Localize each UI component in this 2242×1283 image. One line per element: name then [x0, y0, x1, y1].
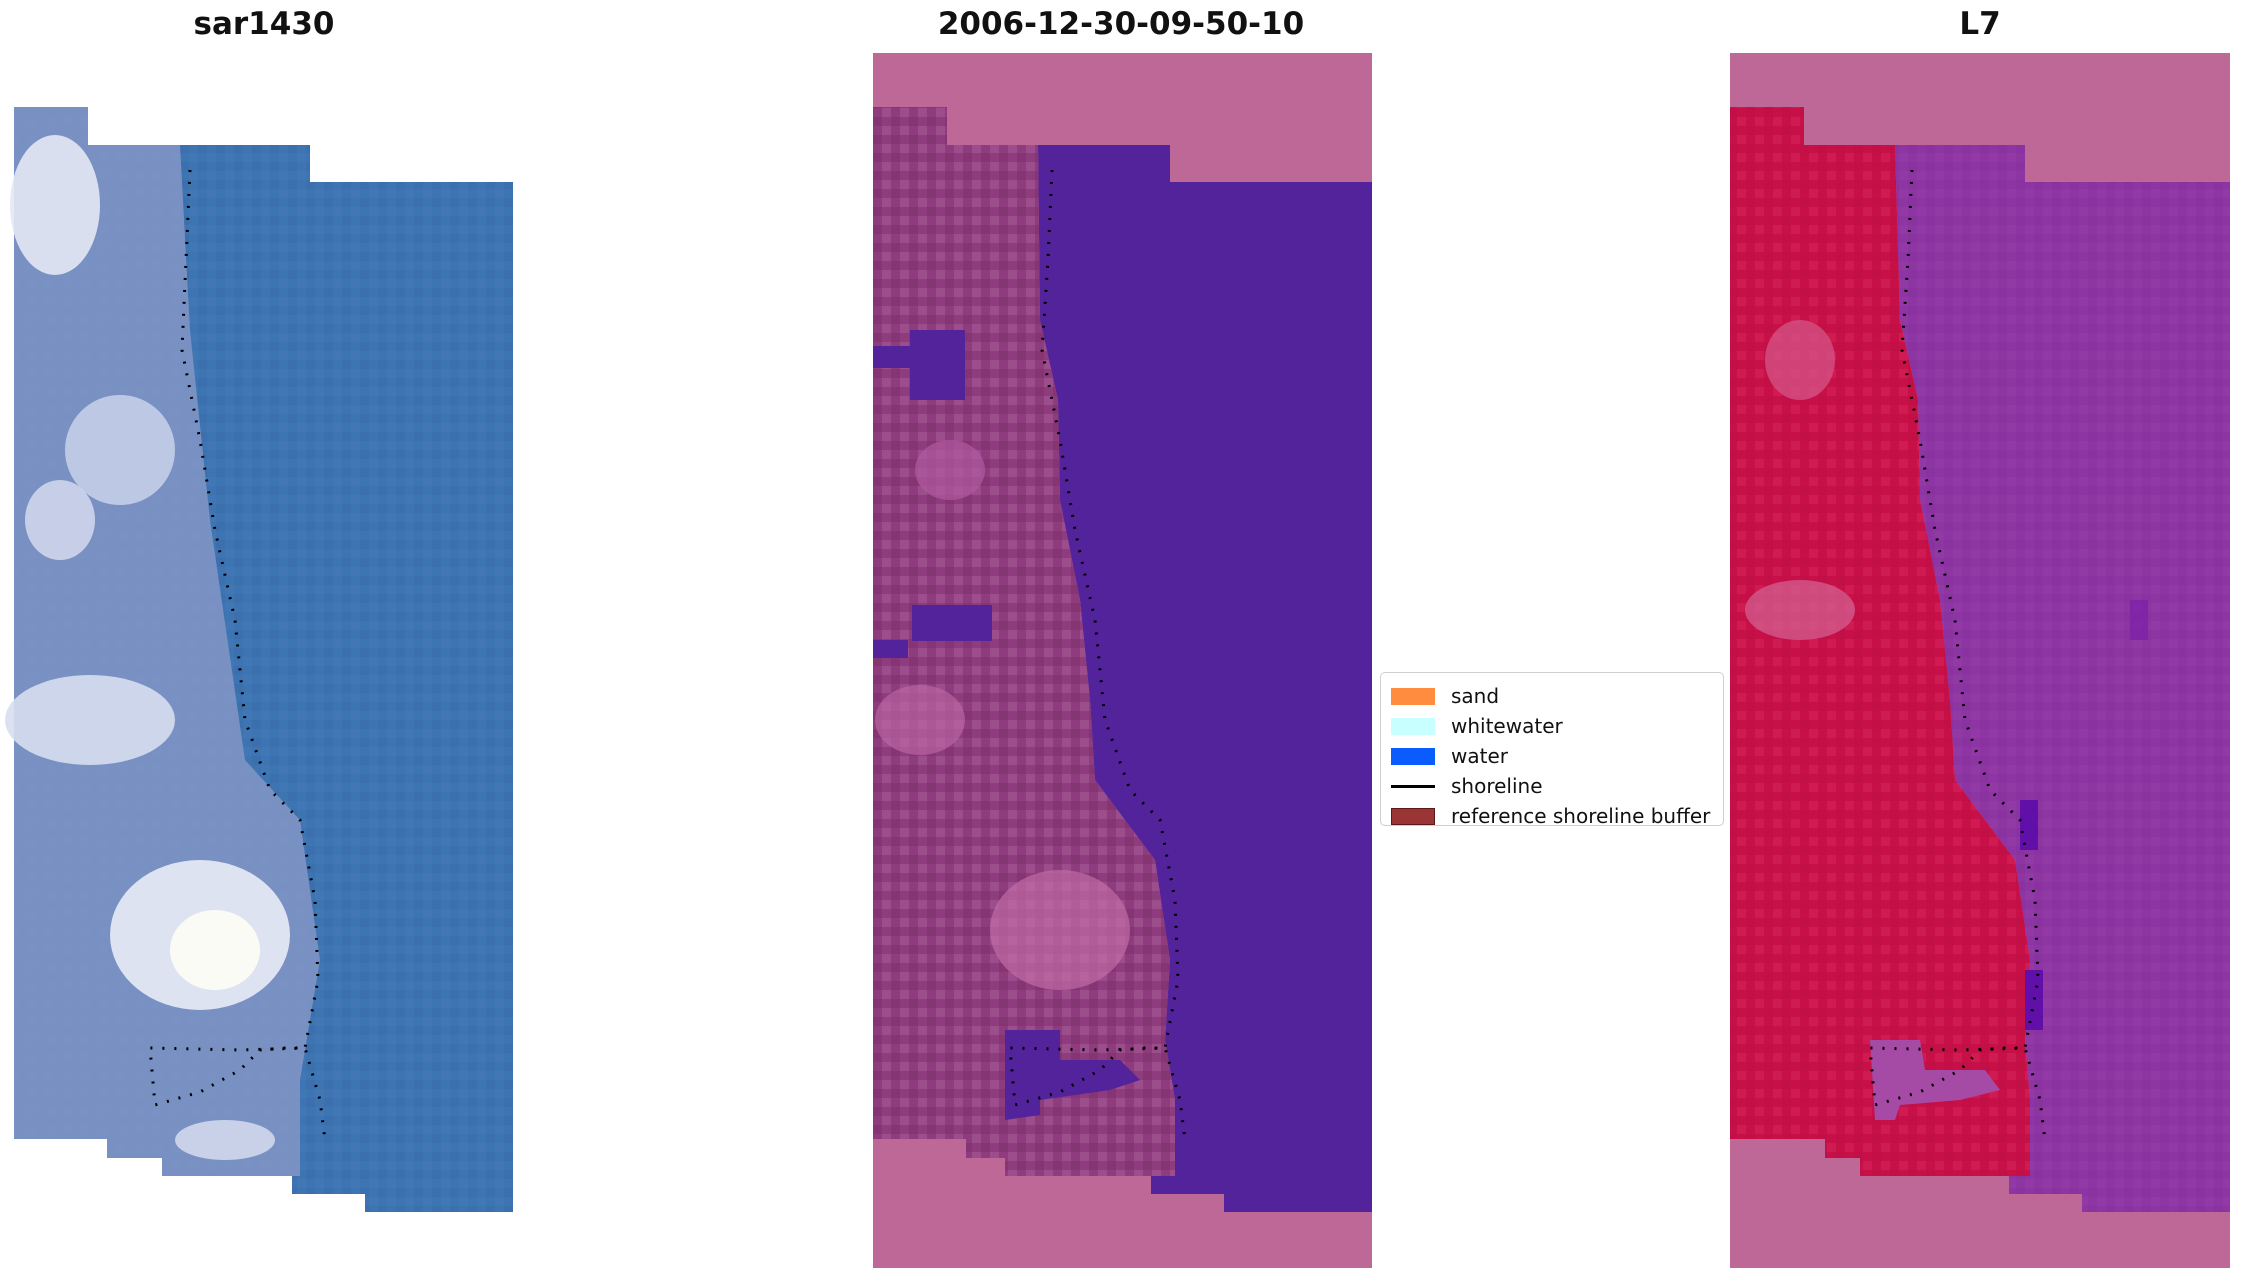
shoreline-index	[1868, 169, 2047, 1141]
legend-item-reference-buffer: reference shoreline buffer	[1391, 801, 1713, 831]
shoreline-line-swatch	[1391, 784, 1435, 788]
reference-buffer-swatch	[1391, 807, 1435, 825]
sand-swatch	[1391, 687, 1435, 705]
legend-item-shoreline: shoreline	[1391, 771, 1713, 801]
legend-label-shoreline: shoreline	[1451, 774, 1543, 798]
panel-title-index: L7	[1959, 6, 2001, 42]
index-image	[1730, 53, 2230, 1268]
shoreline-classified	[1008, 169, 1187, 1141]
panel-title-classified: 2006-12-30-09-50-10	[937, 6, 1305, 42]
legend-item-whitewater: whitewater	[1391, 711, 1713, 741]
legend-label-reference-buffer: reference shoreline buffer	[1451, 804, 1711, 828]
water-swatch	[1391, 747, 1435, 765]
panel-title-rgb: sar1430	[193, 6, 335, 42]
legend-item-water: water	[1391, 741, 1713, 771]
legend-label-sand: sand	[1451, 684, 1500, 708]
classified-image	[873, 53, 1372, 1268]
legend-label-water: water	[1451, 744, 1508, 768]
rgb-image	[5, 107, 513, 1212]
whitewater-swatch	[1391, 717, 1435, 735]
legend-label-whitewater: whitewater	[1451, 714, 1563, 738]
legend-item-sand: sand	[1391, 681, 1713, 711]
legend: sand whitewater water shoreline referenc…	[1380, 672, 1724, 828]
shoreline-rgb	[148, 169, 327, 1141]
